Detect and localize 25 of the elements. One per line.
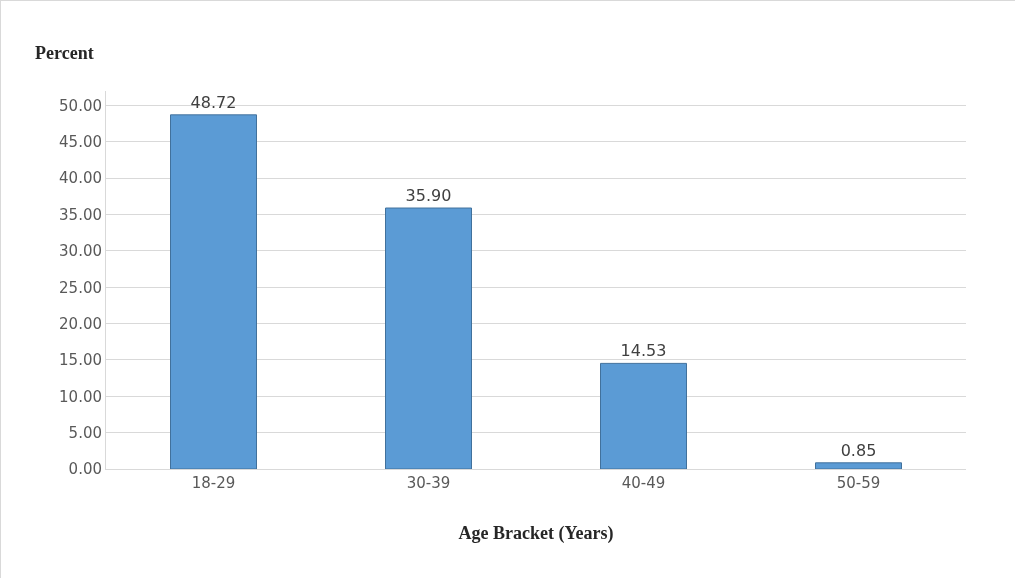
- bar: [815, 462, 902, 469]
- y-tick-label: 25.00: [59, 278, 102, 297]
- x-tick-label: 40-49: [621, 474, 666, 492]
- y-tick-label: 20.00: [59, 314, 102, 333]
- y-tick-label: 30.00: [59, 242, 102, 261]
- data-label: 48.72: [190, 92, 237, 112]
- bar: [385, 207, 472, 469]
- y-tick-label: 0.00: [68, 460, 102, 479]
- data-label: 14.53: [620, 341, 667, 361]
- bar: [600, 362, 687, 469]
- data-label: 0.85: [840, 440, 877, 460]
- x-tick-label: 50-59: [836, 474, 881, 492]
- y-tick-label: 10.00: [59, 387, 102, 406]
- x-axis-title: Age Bracket (Years): [458, 523, 614, 545]
- y-tick-label: 50.00: [59, 96, 102, 115]
- y-tick-label: 5.00: [68, 423, 102, 442]
- y-tick-label: 15.00: [59, 351, 102, 370]
- x-tick-label: 18-29: [191, 474, 236, 492]
- bar: [170, 114, 257, 469]
- y-tick-label: 40.00: [59, 169, 102, 188]
- y-tick-label: 45.00: [59, 133, 102, 152]
- data-label: 35.90: [405, 186, 452, 206]
- y-tick-label: 35.00: [59, 205, 102, 224]
- x-tick-label: 30-39: [406, 474, 451, 492]
- y-axis-title: Percent: [35, 43, 94, 63]
